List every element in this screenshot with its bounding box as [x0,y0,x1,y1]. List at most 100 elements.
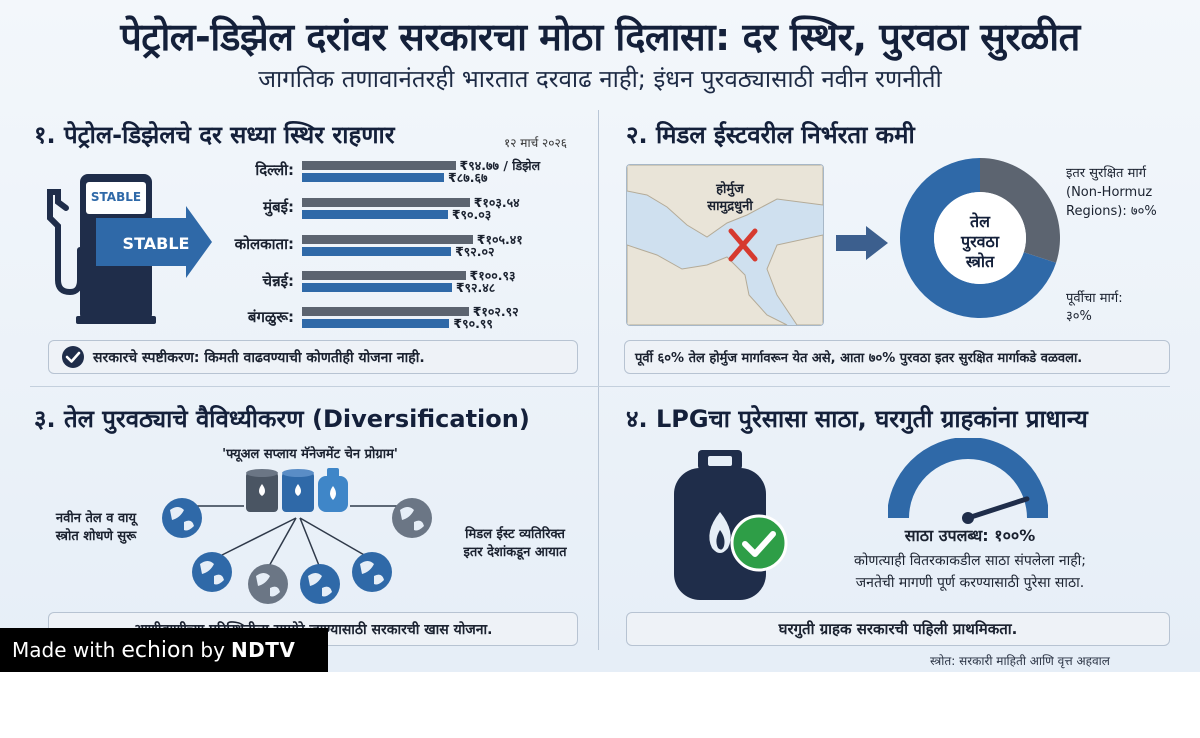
land-south [627,244,788,325]
diesel-price-bar [302,319,450,328]
section2-callout: पूर्वी ६०% तेल होर्मुज मार्गावरून येत अस… [624,340,1170,374]
gas-cylinder-icon [318,468,348,512]
other-countries-label: मिडल ईस्ट व्यतिरिक्त इतर देशांकडून आयात [440,526,590,562]
land-north [627,165,823,238]
check-circle-icon [730,514,788,572]
diesel-price-bar [302,283,452,292]
petrol-price-bar [302,307,469,316]
new-sources-line: नवीन तेल व वायू [55,511,137,526]
safe-route-line: इतर सुरक्षित मार्ग [1066,166,1147,181]
stock-gauge [888,438,1048,524]
source-note: स्त्रोत: सरकारी माहिती आणि वृत्त अहवाल [930,654,1110,668]
other-countries-line: इतर देशांकडून आयात [463,545,567,560]
map-label-line: होर्मुज [716,182,744,197]
pump-hose [47,189,83,296]
new-sources-label: नवीन तेल व वायू स्त्रोत शोधणे सुरू [40,510,152,546]
watermark-by: by [200,638,225,662]
connector-line [219,517,297,557]
diesel-price-bar [302,173,445,182]
gauge-pivot [962,512,974,524]
globe-icon [392,498,432,538]
main-title: पेट्रोल-डिझेल दरांवर सरकारचा मोठा दिलासा… [120,15,1080,59]
barrel-icon [282,469,314,512]
globe-icon [248,564,288,604]
petrol-price-bar [302,235,473,244]
donut-center-line: स्त्रोत [965,252,995,271]
gauge-needle [965,496,1030,521]
stable-sign-label: STABLE [90,190,142,204]
watermark-badge: Made with echion by NDTV [0,628,328,672]
infographic: पेट्रोल-डिझेल दरांवर सरकारचा मोठा दिलासा… [0,0,1200,672]
city-label: दिल्ली: [255,161,294,179]
diesel-price-label: ₹८७.६७ [448,170,488,185]
map-label-line: सामुद्रधुनी [707,199,753,214]
safe-route-label: इतर सुरक्षित मार्ग (Non-Hormuz Regions):… [1066,164,1157,221]
vertical-divider [598,110,599,650]
donut-center-label: तेल पुरवठा स्त्रोत [930,212,1030,272]
arrow-right-icon [836,226,888,260]
diesel-price-bar [302,247,452,256]
watermark-ndtv: NDTV [230,638,296,662]
new-sources-line: स्त्रोत शोधणे सुरू [55,529,137,544]
petrol-price-label: ₹१००.९३ [469,268,516,283]
land-east [766,234,823,325]
section3-title: ३. तेल पुरवठ्याचे वैविध्यीकरण (Diversifi… [34,405,530,433]
connector-line [299,517,321,569]
city-label: चेन्नई: [262,272,294,290]
connector-line [299,517,367,557]
city-label: बंगळुरू: [247,308,294,326]
diesel-price-label: ₹९२.०२ [455,244,495,259]
petrol-price-bar [302,271,466,280]
connector-line [267,517,297,569]
watermark-brand: echion [121,637,195,663]
price-date: १२ मार्च २०२६ [504,136,567,150]
stable-arrow-label: STABLE [122,234,190,253]
donut-center-line: तेल [970,212,990,231]
globe-icon [352,552,392,592]
watermark-made-with: Made with [12,638,116,662]
stock-description-line: जनतेची मागणी पूर्ण करण्यासाठी पुरेसा साठ… [855,575,1085,591]
petrol-price-label: ₹१०३.५४ [473,195,520,210]
donut-hole [934,192,1026,284]
pump-screen [86,182,146,214]
stock-description-line: कोणत्याही वितरकाकडील साठा संपलेला नाही; [853,553,1087,569]
petrol-price-bar [302,161,456,170]
section4-callout: घरगुती ग्राहक सरकारची पहिली प्राथमिकता. [626,612,1170,646]
section1-callout: सरकारचे स्पष्टीकरण: किमती वाढवण्याची कोण… [48,340,578,374]
lpg-cylinder-icon [674,450,766,600]
diesel-price-bar [302,210,448,219]
hormuz-map [626,164,824,326]
diesel-price-label: ₹९२.४८ [455,280,496,295]
old-route-line: ३०% [1066,309,1092,324]
stock-description: कोणत्याही वितरकाकडील साठा संपलेला नाही; … [800,550,1140,594]
old-route-line: पूर्वीचा मार्ग: [1066,291,1123,306]
map-graphic [627,165,823,325]
city-label: मुंबई: [263,198,294,216]
check-circle-icon [62,346,84,368]
program-name: 'फ्यूअल सप्लाय मॅनेजमेंट चेन प्रोग्राम' [222,447,398,462]
horizontal-divider [30,386,1170,387]
donut-slice-safe-route [900,158,1057,318]
section2-title: २. मिडल ईस्टवरील निर्भरता कमी [626,121,915,149]
globe-icon [162,498,202,538]
diversification-diagram [178,468,422,569]
petrol-price-label: ₹१०५.४१ [476,232,523,247]
safe-route-line: Regions): ७०% [1066,204,1157,219]
safe-route-line: (Non-Hormuz [1066,185,1153,200]
petrol-price-bar [302,198,470,207]
diesel-price-label: ₹९०.०३ [451,207,492,222]
globe-icon [300,564,340,604]
petrol-price-label: ₹१०२.९२ [472,304,519,319]
map-label: होर्मुज सामुद्रधुनी [680,181,780,215]
city-label: कोलकाता: [234,235,294,253]
other-countries-line: मिडल ईस्ट व्यतिरिक्त [465,527,565,542]
donut-center-line: पुरवठा [961,232,999,251]
pump-base [76,316,156,324]
petrol-price-label: ₹९४.७७ / डिझेल [459,158,541,173]
section1-title: १. पेट्रोल-डिझेलचे दर सध्या स्थिर राहणार [34,121,395,149]
diesel-price-label: ₹९०.९९ [453,316,493,331]
gauge-fill [888,438,1048,519]
old-route-label: पूर्वीचा मार्ग: ३०% [1066,290,1123,326]
globe-icon [192,552,232,592]
stable-arrow-shape [96,206,212,278]
